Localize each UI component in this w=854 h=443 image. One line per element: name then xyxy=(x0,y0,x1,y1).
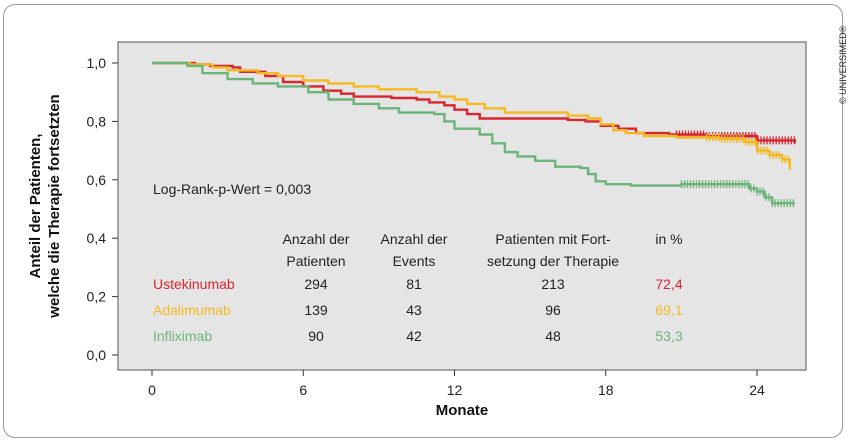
log-rank-annotation: Log-Rank-p-Wert = 0,003 xyxy=(153,181,311,197)
table-cell: 90 xyxy=(308,328,324,344)
x-axis-title: Monate xyxy=(436,402,489,419)
table-cell: 72,4 xyxy=(655,276,682,292)
table-cell: 43 xyxy=(406,302,422,318)
table-header: Patienten xyxy=(286,253,345,269)
table-row-label: Adalimumab xyxy=(153,302,231,318)
table-row-label: Infliximab xyxy=(153,328,212,344)
figure-frame xyxy=(3,4,843,438)
y-axis-title-line: Anteil der Patienten, xyxy=(27,133,44,278)
table-cell: 53,3 xyxy=(655,328,682,344)
table-header: Events xyxy=(393,253,436,269)
y-tick-label: 1,0 xyxy=(87,55,107,71)
y-tick-label: 0,0 xyxy=(87,347,107,363)
y-axis-title: Anteil der Patienten, welche die Therapie… xyxy=(27,94,63,318)
x-tick-label: 24 xyxy=(749,382,765,398)
x-tick-label: 18 xyxy=(598,382,614,398)
y-axis-title-line: welche die Therapie fortsetzten xyxy=(46,94,63,318)
table-header: in % xyxy=(655,231,682,247)
y-tick-label: 0,6 xyxy=(87,172,107,188)
table-header: Anzahl der xyxy=(381,231,448,247)
table-header: Patienten mit Fort- xyxy=(495,231,610,247)
table-cell: 96 xyxy=(545,302,561,318)
series-line-adalimumab xyxy=(152,61,791,170)
table-cell: 139 xyxy=(304,302,328,318)
table-cell: 81 xyxy=(406,276,422,292)
y-tick-label: 0,8 xyxy=(87,113,107,129)
table-cell: 48 xyxy=(545,328,561,344)
table-cell: 42 xyxy=(406,328,422,344)
x-tick-label: 12 xyxy=(447,382,463,398)
x-tick-label: 6 xyxy=(299,382,307,398)
y-tick-label: 0,4 xyxy=(87,230,107,246)
copyright-text: © UNIVERSIMED® xyxy=(838,25,848,104)
table-header: Anzahl der xyxy=(283,231,350,247)
x-tick-label: 0 xyxy=(148,382,156,398)
plot-area xyxy=(117,41,807,371)
table-cell: 213 xyxy=(541,276,565,292)
table-cell: 294 xyxy=(304,276,328,292)
y-tick-label: 0,2 xyxy=(87,289,107,305)
table-header: setzung der Therapie xyxy=(487,253,619,269)
table-row-label: Ustekinumab xyxy=(153,276,235,292)
series-line-ustekinumab xyxy=(152,61,796,144)
copyright-notice: © UNIVERSIMED® xyxy=(826,20,848,110)
table-cell: 69,1 xyxy=(655,302,682,318)
